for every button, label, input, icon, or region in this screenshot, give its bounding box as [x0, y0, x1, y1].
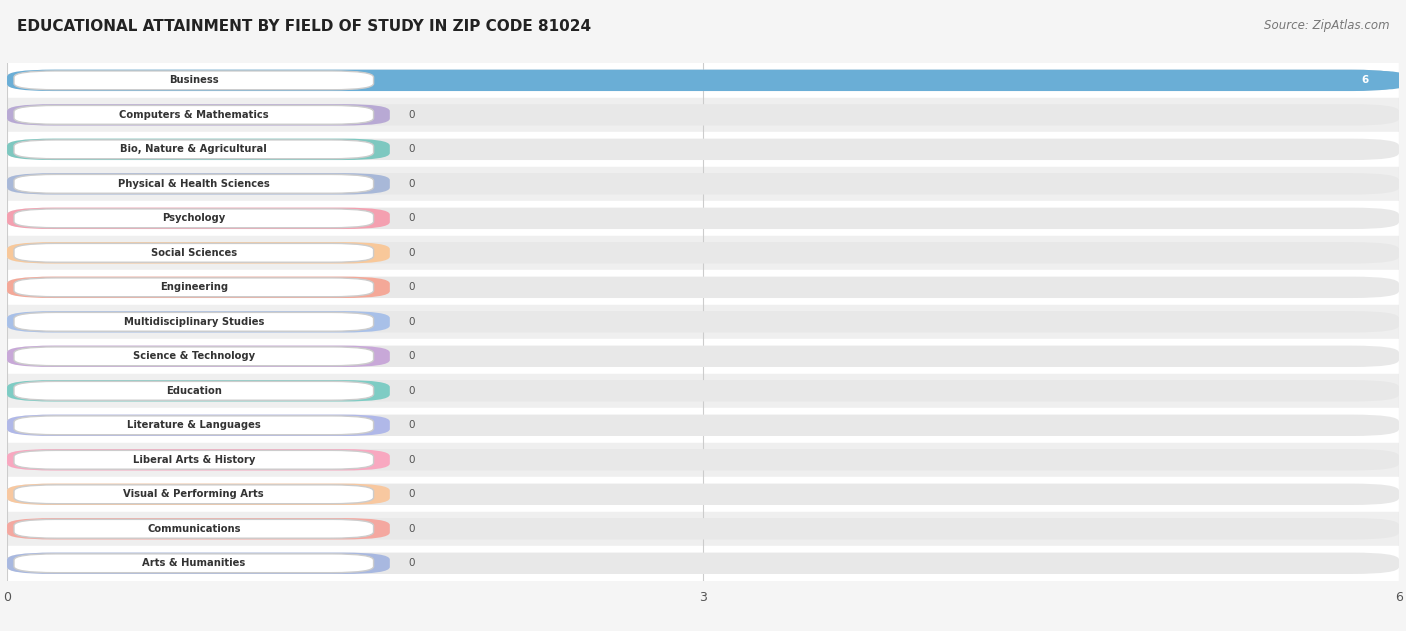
- Bar: [7, 442, 1399, 477]
- Text: 0: 0: [408, 110, 415, 120]
- FancyBboxPatch shape: [7, 69, 1399, 91]
- Text: Bio, Nature & Agricultural: Bio, Nature & Agricultural: [121, 144, 267, 155]
- Text: 0: 0: [408, 524, 415, 534]
- Bar: [7, 374, 1399, 408]
- Text: 0: 0: [408, 213, 415, 223]
- Bar: [7, 408, 1399, 442]
- Bar: [7, 63, 1399, 98]
- Text: Liberal Arts & History: Liberal Arts & History: [132, 455, 254, 465]
- Text: 0: 0: [408, 317, 415, 327]
- Text: 0: 0: [408, 179, 415, 189]
- Text: Computers & Mathematics: Computers & Mathematics: [120, 110, 269, 120]
- Bar: [7, 270, 1399, 305]
- Text: 0: 0: [408, 351, 415, 362]
- Bar: [7, 235, 1399, 270]
- FancyBboxPatch shape: [14, 485, 374, 504]
- FancyBboxPatch shape: [7, 415, 389, 436]
- FancyBboxPatch shape: [14, 312, 374, 331]
- FancyBboxPatch shape: [7, 518, 389, 540]
- FancyBboxPatch shape: [14, 140, 374, 159]
- Text: Literature & Languages: Literature & Languages: [127, 420, 260, 430]
- Bar: [7, 201, 1399, 235]
- FancyBboxPatch shape: [7, 104, 389, 126]
- FancyBboxPatch shape: [7, 173, 389, 194]
- FancyBboxPatch shape: [7, 242, 1399, 264]
- FancyBboxPatch shape: [7, 242, 389, 264]
- Text: Science & Technology: Science & Technology: [132, 351, 254, 362]
- FancyBboxPatch shape: [7, 276, 1399, 298]
- Text: Physical & Health Sciences: Physical & Health Sciences: [118, 179, 270, 189]
- FancyBboxPatch shape: [7, 208, 1399, 229]
- FancyBboxPatch shape: [14, 519, 374, 538]
- FancyBboxPatch shape: [7, 311, 389, 333]
- Text: Education: Education: [166, 386, 222, 396]
- Bar: [7, 305, 1399, 339]
- FancyBboxPatch shape: [7, 311, 1399, 333]
- FancyBboxPatch shape: [7, 449, 1399, 471]
- FancyBboxPatch shape: [14, 416, 374, 435]
- Text: 0: 0: [408, 386, 415, 396]
- Text: 6: 6: [1361, 75, 1369, 85]
- Text: 0: 0: [408, 144, 415, 155]
- Bar: [7, 512, 1399, 546]
- FancyBboxPatch shape: [14, 244, 374, 262]
- FancyBboxPatch shape: [14, 554, 374, 573]
- FancyBboxPatch shape: [14, 278, 374, 297]
- FancyBboxPatch shape: [7, 276, 389, 298]
- FancyBboxPatch shape: [14, 105, 374, 124]
- FancyBboxPatch shape: [7, 553, 1399, 574]
- Bar: [7, 477, 1399, 512]
- Text: Social Sciences: Social Sciences: [150, 248, 236, 258]
- Text: 0: 0: [408, 248, 415, 258]
- Text: Visual & Performing Arts: Visual & Performing Arts: [124, 489, 264, 499]
- Text: Arts & Humanities: Arts & Humanities: [142, 558, 246, 569]
- FancyBboxPatch shape: [7, 139, 1399, 160]
- Text: Business: Business: [169, 75, 218, 85]
- FancyBboxPatch shape: [7, 483, 389, 505]
- Text: Communications: Communications: [148, 524, 240, 534]
- FancyBboxPatch shape: [14, 347, 374, 366]
- Text: EDUCATIONAL ATTAINMENT BY FIELD OF STUDY IN ZIP CODE 81024: EDUCATIONAL ATTAINMENT BY FIELD OF STUDY…: [17, 19, 591, 34]
- Bar: [7, 167, 1399, 201]
- Text: 0: 0: [408, 282, 415, 292]
- Text: 0: 0: [408, 455, 415, 465]
- FancyBboxPatch shape: [7, 553, 389, 574]
- FancyBboxPatch shape: [7, 346, 1399, 367]
- Text: Multidisciplinary Studies: Multidisciplinary Studies: [124, 317, 264, 327]
- Bar: [7, 132, 1399, 167]
- FancyBboxPatch shape: [7, 518, 1399, 540]
- Text: 0: 0: [408, 558, 415, 569]
- FancyBboxPatch shape: [14, 381, 374, 400]
- Bar: [7, 339, 1399, 374]
- FancyBboxPatch shape: [7, 346, 389, 367]
- FancyBboxPatch shape: [14, 71, 374, 90]
- Text: Source: ZipAtlas.com: Source: ZipAtlas.com: [1264, 19, 1389, 32]
- FancyBboxPatch shape: [7, 380, 1399, 401]
- FancyBboxPatch shape: [14, 174, 374, 193]
- FancyBboxPatch shape: [7, 380, 389, 401]
- Bar: [7, 98, 1399, 132]
- FancyBboxPatch shape: [14, 209, 374, 228]
- Text: 0: 0: [408, 489, 415, 499]
- FancyBboxPatch shape: [7, 449, 389, 471]
- FancyBboxPatch shape: [7, 173, 1399, 194]
- Text: 0: 0: [408, 420, 415, 430]
- FancyBboxPatch shape: [7, 415, 1399, 436]
- FancyBboxPatch shape: [7, 208, 389, 229]
- FancyBboxPatch shape: [7, 69, 1399, 91]
- FancyBboxPatch shape: [1336, 71, 1403, 90]
- FancyBboxPatch shape: [7, 483, 1399, 505]
- FancyBboxPatch shape: [7, 104, 1399, 126]
- Text: Engineering: Engineering: [160, 282, 228, 292]
- Bar: [7, 546, 1399, 581]
- FancyBboxPatch shape: [7, 139, 389, 160]
- Text: Psychology: Psychology: [162, 213, 225, 223]
- FancyBboxPatch shape: [14, 451, 374, 469]
